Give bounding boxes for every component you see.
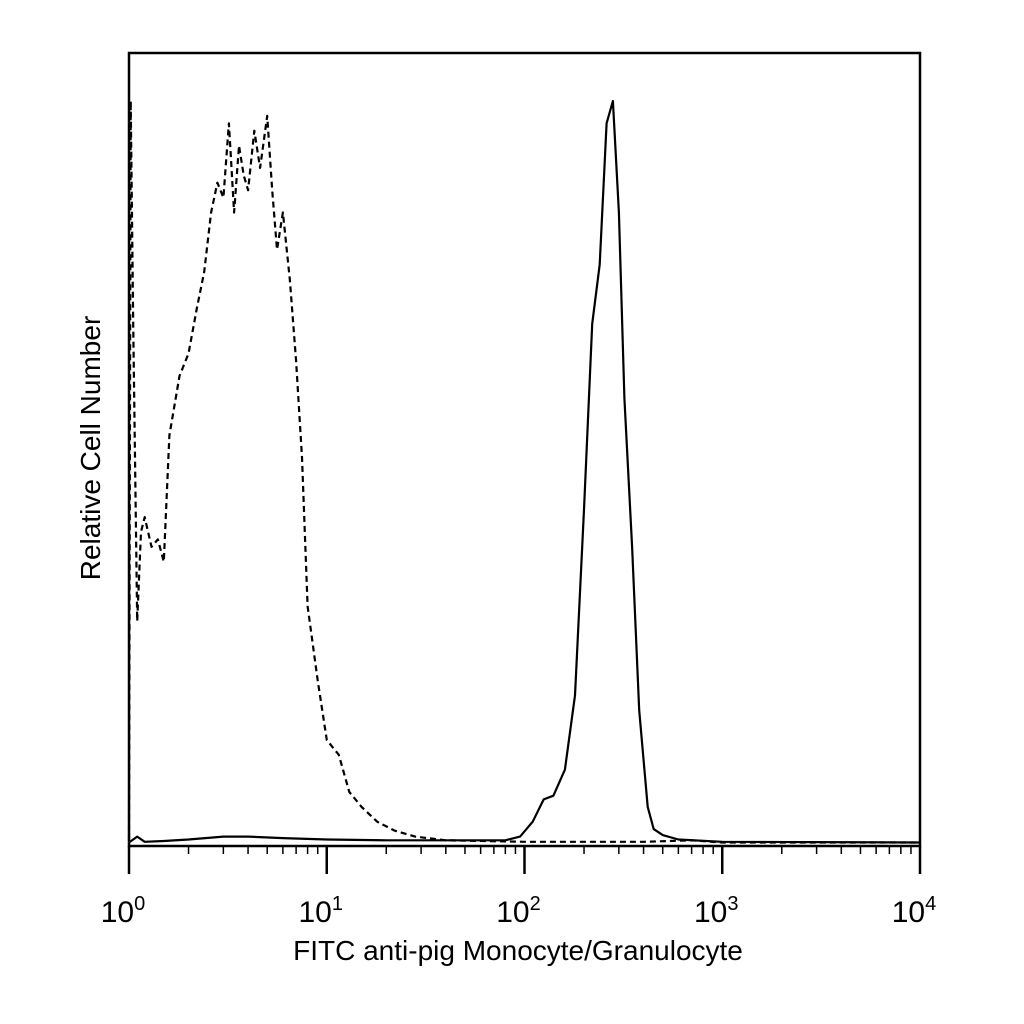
x-tick-label: 101 [299, 893, 344, 929]
x-axis-title: FITC anti-pig Monocyte/Granulocyte [293, 935, 743, 966]
plot-frame [127, 51, 922, 848]
y-axis-title: Relative Cell Number [75, 316, 106, 581]
series-dashed-line [127, 99, 920, 844]
x-tick-label: 102 [496, 893, 541, 929]
series-layer [127, 99, 921, 844]
x-tick-label: 103 [694, 893, 739, 929]
x-tick-label: 104 [892, 893, 937, 929]
series-solid-line [128, 99, 921, 844]
x-tick-label: 100 [101, 893, 146, 929]
x-axis-ticks [127, 846, 922, 874]
x-tick-labels: 100 101 102 103 104 [101, 893, 937, 929]
